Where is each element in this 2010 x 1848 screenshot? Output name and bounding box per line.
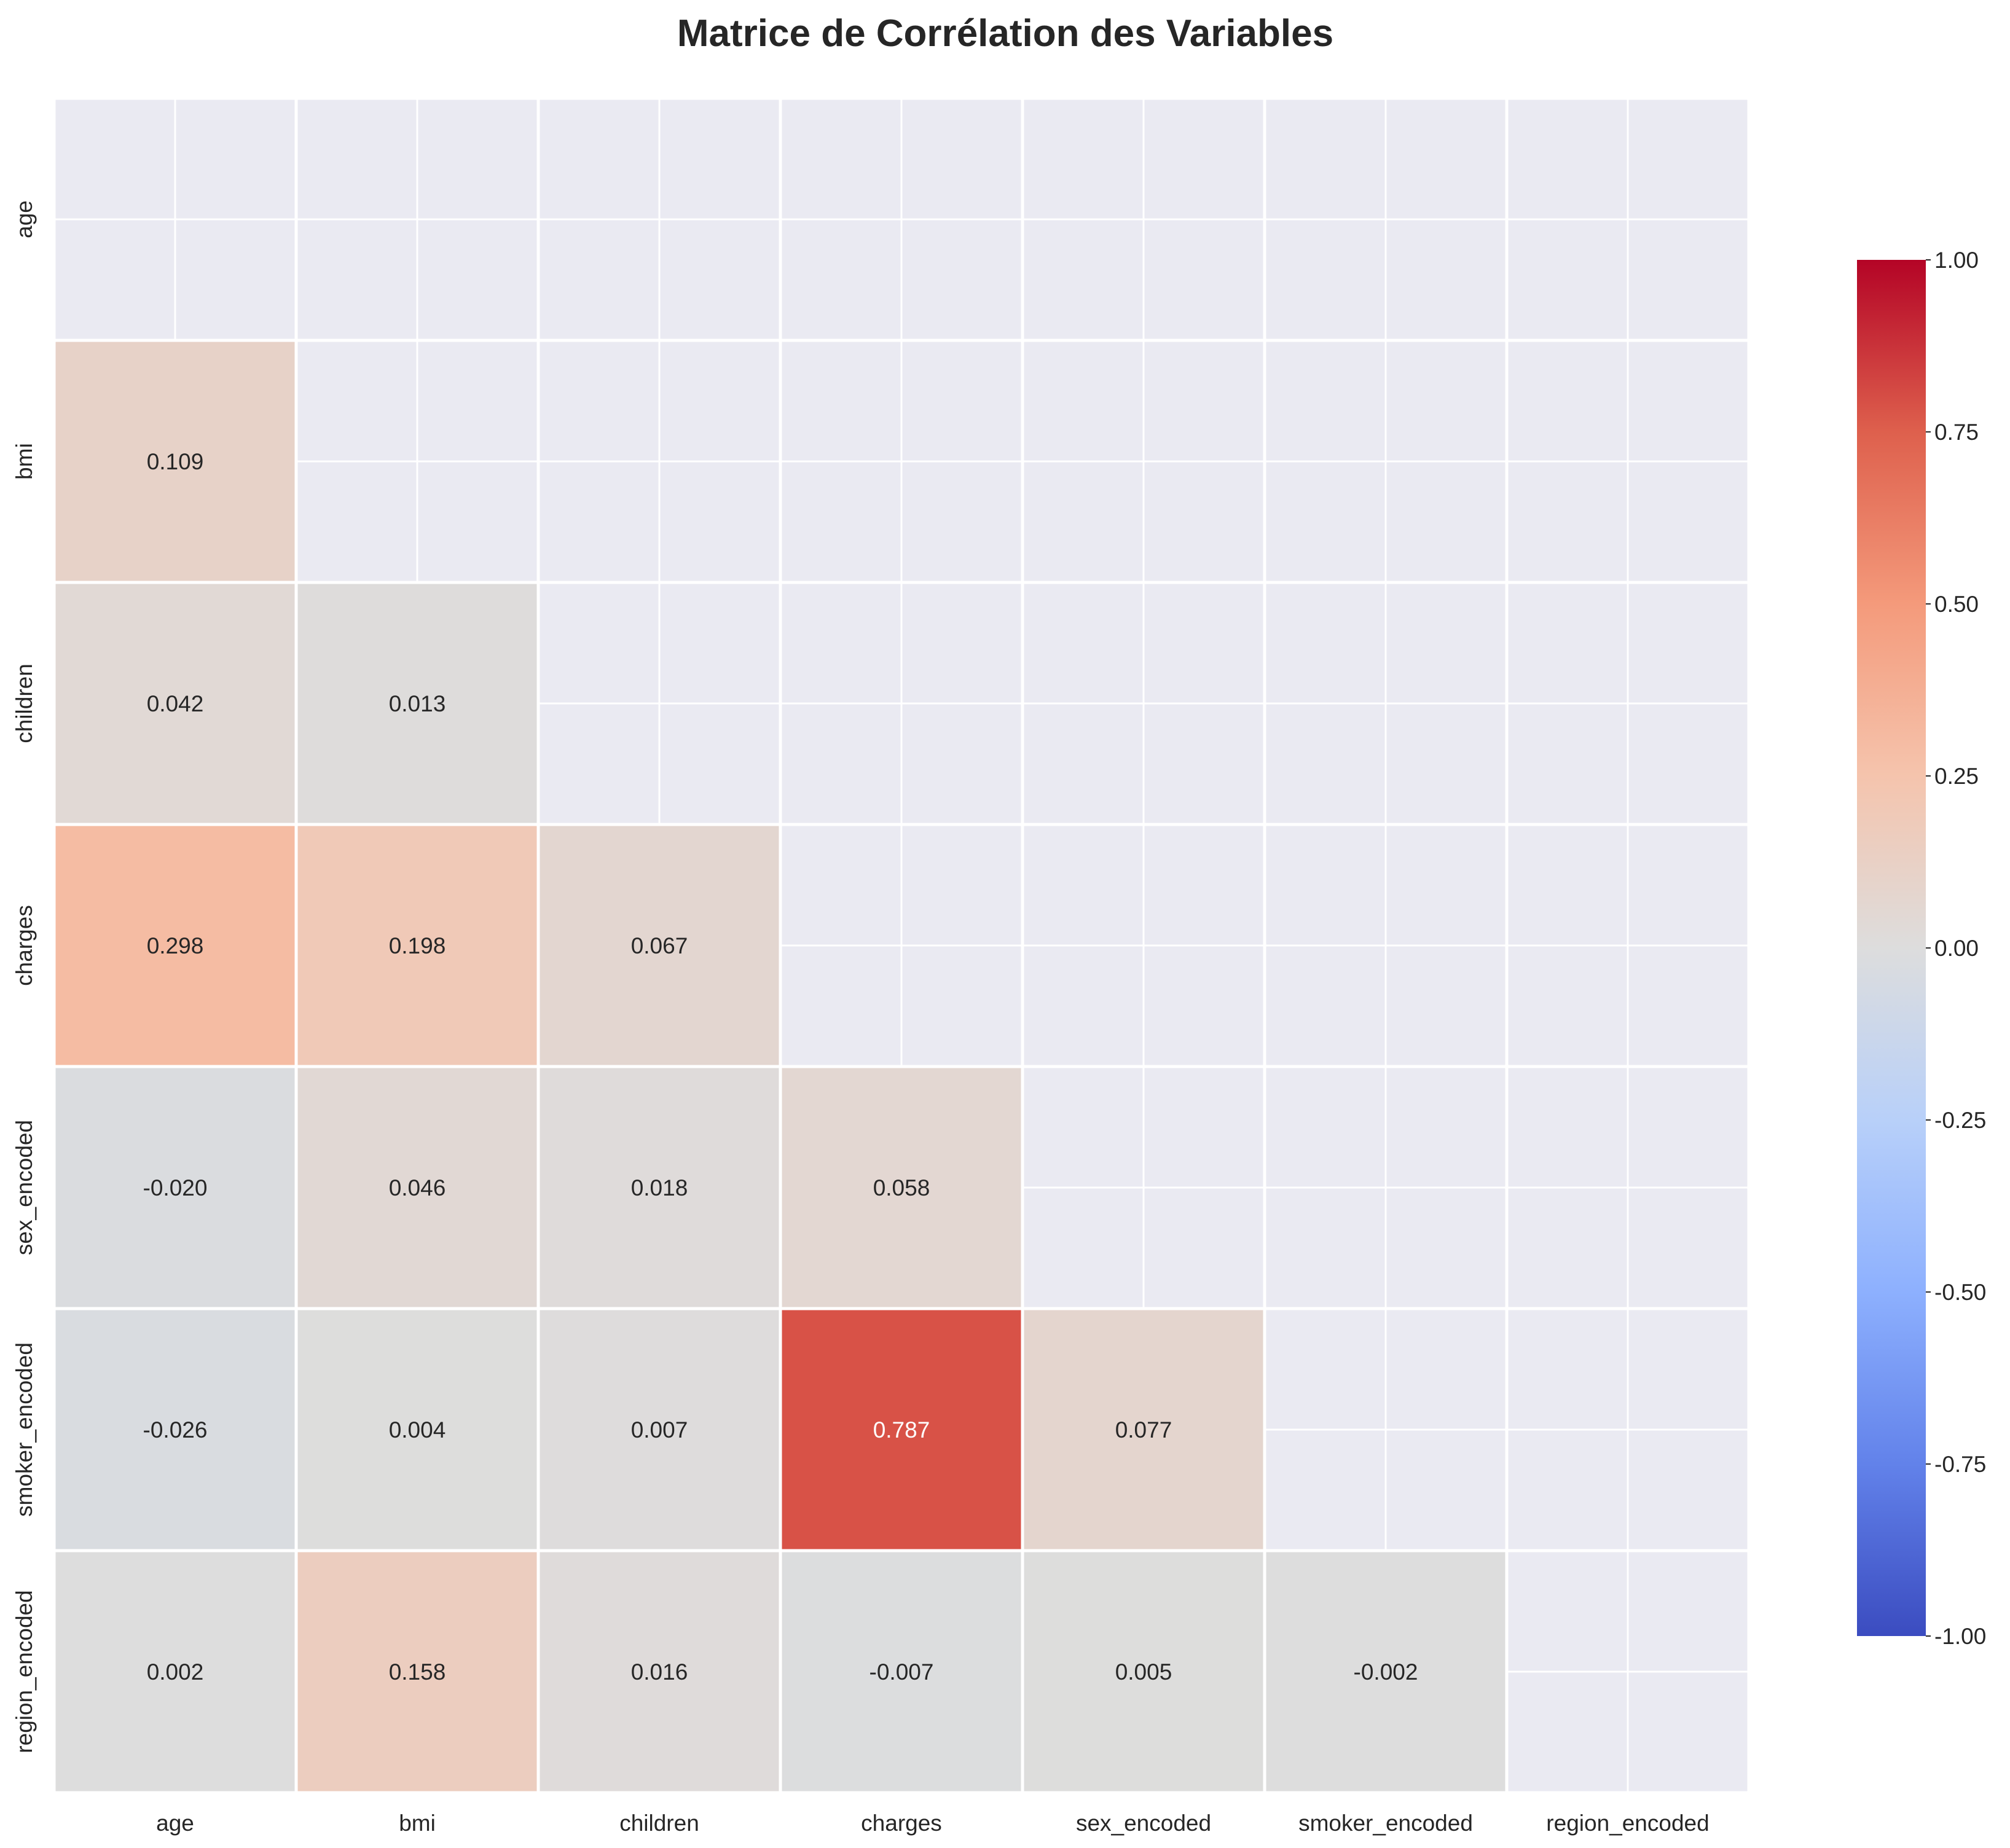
cell-value-label: 0.077: [1115, 1417, 1172, 1443]
heatmap-cell-smoker_encoded-age: [52, 1307, 298, 1552]
colorbar-tick-label: 1.00: [1934, 248, 1979, 273]
x-tick-label-bmi: bmi: [399, 1811, 436, 1836]
colorbar-tick-label: -0.25: [1934, 1108, 1986, 1133]
y-tick-label-sex_encoded: sex_encoded: [12, 1120, 37, 1255]
heatmap-cell-smoker_encoded-bmi: [294, 1307, 540, 1552]
cell-value-label: 0.018: [631, 1175, 688, 1200]
x-tick-label-age: age: [156, 1811, 194, 1836]
cell-value-label: -0.020: [143, 1175, 208, 1200]
y-tick-label-age: age: [12, 200, 37, 238]
heatmap-cell-region_encoded-charges: [779, 1549, 1024, 1795]
heatmap-cells: 0.109 0.042 0.013 0.298 0.198 0.067 -0.020 0.04…: [52, 339, 1509, 1795]
cell-value-label: 0.787: [873, 1417, 930, 1443]
colorbar-tick-label: 0.50: [1934, 592, 1979, 617]
y-tick-label-charges: charges: [12, 905, 37, 986]
y-tick-label-region_encoded: region_encoded: [12, 1590, 37, 1753]
colorbar-tick-label: -0.75: [1934, 1452, 1986, 1477]
heatmap-cell-sex_encoded-bmi: [294, 1065, 540, 1310]
cell-value-label: 0.042: [147, 691, 204, 716]
colorbar-tick-label: 0.00: [1934, 936, 1979, 961]
y-tick-label-children: children: [12, 664, 37, 743]
heatmap-cell-region_encoded-bmi: [294, 1549, 540, 1795]
heatmap-cell-charges-children: [536, 823, 782, 1068]
x-axis-tick-labels: age bmi children charges sex_encoded smoker_e…: [156, 1811, 1710, 1836]
x-tick-label-children: children: [619, 1811, 699, 1836]
heatmap-cell-region_encoded-age: [52, 1549, 298, 1795]
cell-value-label: 0.158: [389, 1659, 446, 1685]
heatmap-cell-smoker_encoded-sex_encoded: [1021, 1307, 1266, 1552]
heatmap-cell-smoker_encoded-children: [536, 1307, 782, 1552]
x-tick-label-region_encoded: region_encoded: [1546, 1811, 1709, 1836]
cell-value-label: 0.198: [389, 933, 446, 958]
cell-value-label: 0.058: [873, 1175, 930, 1200]
heatmap-cell-children-bmi: [294, 581, 540, 826]
cell-value-label: -0.007: [870, 1659, 934, 1685]
colorbar-gradient: [1857, 260, 1926, 1636]
colorbar: 1.00 0.75 0.50 0.25 0.00 -0.25 -0.50 -0.75 -1.00: [1857, 248, 1986, 1649]
colorbar-tick-label: -0.50: [1934, 1280, 1986, 1305]
cell-value-label: 0.013: [389, 691, 446, 716]
heatmap-cell-sex_encoded-children: [536, 1065, 782, 1310]
cell-value-label: -0.026: [143, 1417, 208, 1443]
cell-value-label: 0.007: [631, 1417, 688, 1443]
colorbar-tick-label: -1.00: [1934, 1624, 1986, 1649]
y-tick-label-bmi: bmi: [12, 443, 37, 480]
cell-value-label: 0.004: [389, 1417, 446, 1443]
heatmap-cell-sex_encoded-age: [52, 1065, 298, 1310]
x-tick-label-charges: charges: [861, 1811, 942, 1836]
cell-value-label: 0.046: [389, 1175, 446, 1200]
heatmap-cell-region_encoded-children: [536, 1549, 782, 1795]
colorbar-tick-label: 0.75: [1934, 420, 1979, 445]
y-axis-tick-labels: age bmi children charges sex_encoded smoker_e…: [12, 200, 37, 1753]
cell-value-label: 0.109: [147, 449, 204, 474]
cell-value-label: 0.298: [147, 933, 204, 958]
heatmap-cell-region_encoded-sex_encoded: [1021, 1549, 1266, 1795]
heatmap-cell-charges-age: [52, 823, 298, 1068]
chart-title: Matrice de Corrélation des Variables: [677, 12, 1333, 55]
heatmap-cell-children-age: [52, 581, 298, 826]
heatmap-cell-region_encoded-smoker_encoded: [1263, 1549, 1509, 1795]
x-tick-label-smoker_encoded: smoker_encoded: [1298, 1811, 1473, 1836]
colorbar-tick-label: 0.25: [1934, 764, 1979, 789]
y-tick-label-smoker_encoded: smoker_encoded: [12, 1342, 37, 1517]
heatmap-cell-bmi-age: [52, 339, 298, 584]
cell-value-label: 0.005: [1115, 1659, 1172, 1685]
x-tick-label-sex_encoded: sex_encoded: [1076, 1811, 1211, 1836]
heatmap-cell-charges-bmi: [294, 823, 540, 1068]
cell-value-label: -0.002: [1354, 1659, 1418, 1685]
cell-value-label: 0.002: [147, 1659, 204, 1685]
cell-value-label: 0.067: [631, 933, 688, 958]
cell-value-label: 0.016: [631, 1659, 688, 1685]
